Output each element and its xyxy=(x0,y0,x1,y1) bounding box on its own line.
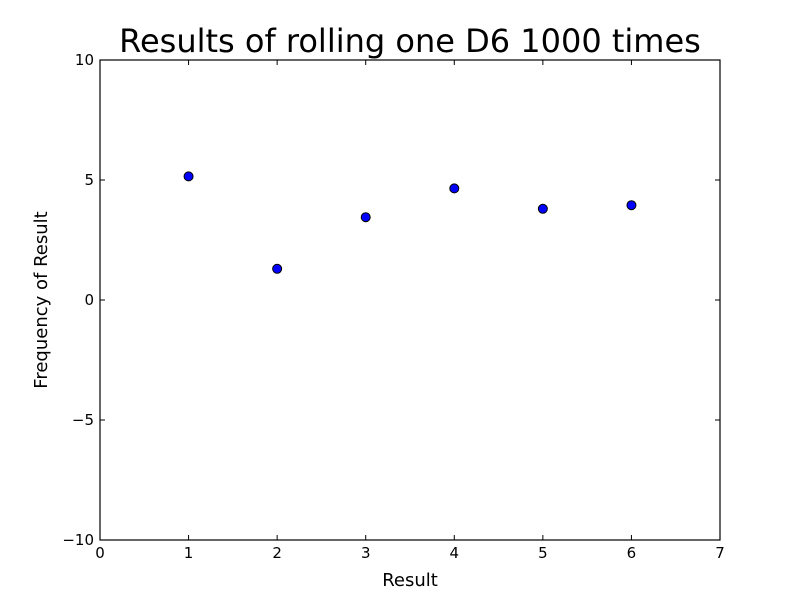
data-point xyxy=(449,183,460,194)
x-tick-label: 0 xyxy=(95,544,105,562)
data-point xyxy=(537,203,548,214)
plot-area xyxy=(99,59,721,541)
y-tick-label: −10 xyxy=(62,531,94,549)
chart-title: Results of rolling one D6 1000 times xyxy=(119,22,701,60)
x-tick-label: 2 xyxy=(272,544,282,562)
x-axis-label: Result xyxy=(382,570,438,591)
axis-ticks: 0 1 2 3 4 5 6 7 −10 −5 0 5 10 xyxy=(62,51,724,562)
y-tick-label: 0 xyxy=(84,291,94,309)
data-point xyxy=(183,171,194,182)
y-tick-label: 5 xyxy=(84,171,94,189)
x-tick-label: 6 xyxy=(627,544,637,562)
x-tick-label: 1 xyxy=(184,544,194,562)
x-tick-label: 3 xyxy=(361,544,371,562)
y-tick-label: 10 xyxy=(75,51,94,69)
data-point xyxy=(626,200,637,211)
data-point xyxy=(272,263,283,274)
y-tick-label: −5 xyxy=(72,411,94,429)
x-tick-label: 4 xyxy=(450,544,460,562)
x-tick-label: 5 xyxy=(538,544,548,562)
data-points xyxy=(183,171,637,274)
data-point xyxy=(360,212,371,223)
y-axis-label: Frequency of Result xyxy=(31,211,52,388)
x-tick-label: 7 xyxy=(715,544,725,562)
